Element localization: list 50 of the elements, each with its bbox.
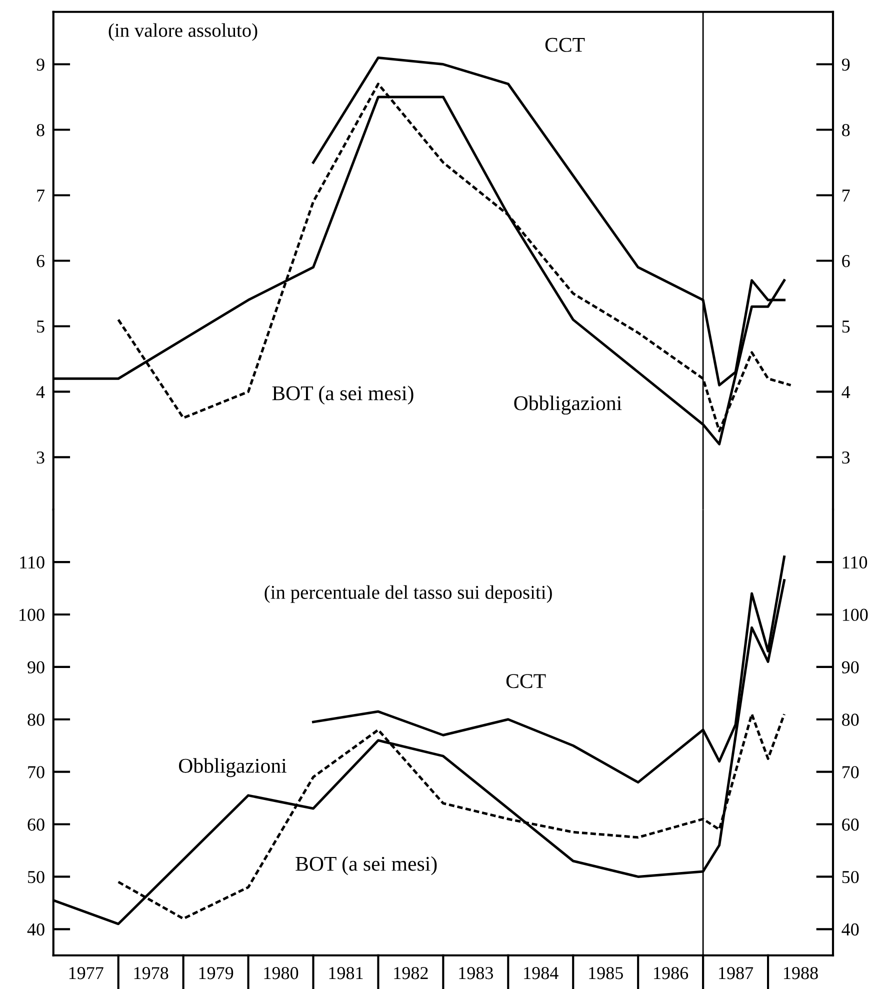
series-label: Obbligazioni	[514, 396, 622, 415]
x-tick-label: 1984	[524, 967, 558, 980]
y2-tick-label: 4	[842, 386, 850, 398]
y-tick-label: 7	[37, 190, 45, 202]
y2-tick-label: 100	[842, 608, 868, 621]
y-tick-label: 6	[36, 255, 45, 268]
y2-tick-label: 5	[842, 320, 850, 333]
y-tick-label: 9	[36, 58, 44, 71]
series-label: CCT	[506, 674, 546, 688]
y2-tick-label: 80	[842, 714, 859, 726]
x-tick-label: 1983	[459, 967, 494, 980]
y2-tick-label: 6	[842, 255, 850, 268]
y-tick-label: 8	[36, 124, 44, 136]
x-tick-label: 1988	[784, 967, 818, 980]
x-tick-label: 1977	[69, 967, 104, 980]
y2-tick-label: 110	[842, 556, 868, 568]
text: (in percentuale del tasso sui depositi)	[264, 585, 552, 603]
y2-tick-label: 70	[842, 766, 859, 778]
text: (in valore assoluto)	[108, 23, 258, 41]
y-tick-label: 50	[28, 870, 44, 884]
y2-tick-label: 3	[842, 452, 850, 464]
x-tick-label: 1982	[394, 967, 428, 980]
x-tick-label: 1981	[329, 967, 363, 980]
y-tick-label: 80	[28, 714, 44, 726]
x-tick-label: 1978	[134, 967, 168, 980]
series-label: Obbligazioni	[178, 758, 286, 778]
y2-tick-label: 9	[842, 58, 850, 71]
y-tick-label: 110	[20, 556, 44, 568]
y2-tick-label: 40	[842, 923, 859, 936]
y-tick-label: 5	[37, 320, 44, 333]
y2-tick-label: 8	[842, 124, 850, 136]
series-label: BOT (a sei mesi)	[296, 856, 437, 876]
y2-tick-label: 7	[842, 190, 850, 202]
y-tick-label: 70	[28, 766, 44, 778]
y2-tick-label: 90	[842, 661, 859, 674]
y2-tick-label: 60	[842, 818, 859, 831]
x-tick-label: 1987	[719, 967, 754, 980]
y-tick-label: 4	[36, 386, 45, 398]
x-tick-label: 1986	[654, 967, 688, 980]
x-tick-label: 1985	[589, 967, 623, 980]
y-tick-label: 3	[36, 452, 44, 464]
y-tick-label: 60	[28, 818, 44, 831]
x-tick-label: 1979	[199, 967, 234, 980]
text: CCT	[545, 38, 585, 52]
y-tick-label: 100	[20, 608, 44, 621]
series-label: BOT (a sei mesi)	[272, 386, 414, 405]
y-tick-label: 40	[27, 923, 44, 936]
x-tick-label: 1980	[264, 967, 298, 980]
y-tick-label: 90	[28, 661, 44, 674]
y2-tick-label: 50	[842, 870, 859, 884]
